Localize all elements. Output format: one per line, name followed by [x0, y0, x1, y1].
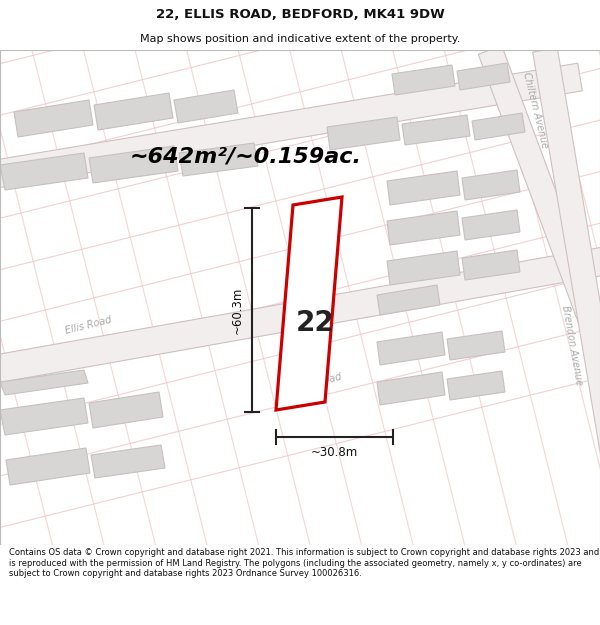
Polygon shape — [462, 250, 520, 280]
Polygon shape — [0, 246, 600, 384]
Polygon shape — [387, 171, 460, 205]
Text: 22: 22 — [296, 309, 334, 337]
Polygon shape — [179, 143, 258, 176]
Polygon shape — [392, 65, 455, 95]
Polygon shape — [447, 331, 505, 360]
Polygon shape — [89, 392, 163, 428]
Text: ~30.8m: ~30.8m — [311, 446, 358, 459]
Polygon shape — [89, 146, 178, 183]
Polygon shape — [447, 371, 505, 400]
Text: ~642m²/~0.159ac.: ~642m²/~0.159ac. — [130, 147, 362, 167]
Polygon shape — [0, 370, 88, 395]
Polygon shape — [6, 448, 90, 485]
Polygon shape — [0, 398, 88, 435]
Text: Contains OS data © Crown copyright and database right 2021. This information is : Contains OS data © Crown copyright and d… — [9, 548, 599, 578]
Text: Ellis Road: Ellis Road — [293, 371, 343, 392]
Text: ~60.3m: ~60.3m — [230, 286, 244, 334]
Text: Brendon Avenue: Brendon Avenue — [560, 304, 584, 386]
Polygon shape — [94, 93, 173, 130]
Text: Chiltern Avenue: Chiltern Avenue — [521, 71, 550, 149]
Polygon shape — [533, 48, 600, 497]
Polygon shape — [91, 445, 165, 478]
Polygon shape — [174, 90, 238, 123]
Polygon shape — [377, 285, 440, 315]
Polygon shape — [377, 332, 445, 365]
Polygon shape — [387, 211, 460, 245]
Polygon shape — [377, 372, 445, 405]
Polygon shape — [387, 251, 460, 285]
Polygon shape — [478, 46, 600, 349]
Polygon shape — [472, 113, 525, 140]
Polygon shape — [462, 170, 520, 200]
Polygon shape — [0, 63, 582, 189]
Polygon shape — [0, 153, 88, 190]
Polygon shape — [276, 197, 342, 410]
Polygon shape — [14, 100, 93, 137]
Polygon shape — [327, 117, 400, 150]
Text: Map shows position and indicative extent of the property.: Map shows position and indicative extent… — [140, 34, 460, 44]
Text: Ellis Road: Ellis Road — [64, 314, 112, 336]
Polygon shape — [402, 115, 470, 145]
Polygon shape — [462, 210, 520, 240]
Text: 22, ELLIS ROAD, BEDFORD, MK41 9DW: 22, ELLIS ROAD, BEDFORD, MK41 9DW — [155, 8, 445, 21]
Polygon shape — [457, 63, 510, 90]
